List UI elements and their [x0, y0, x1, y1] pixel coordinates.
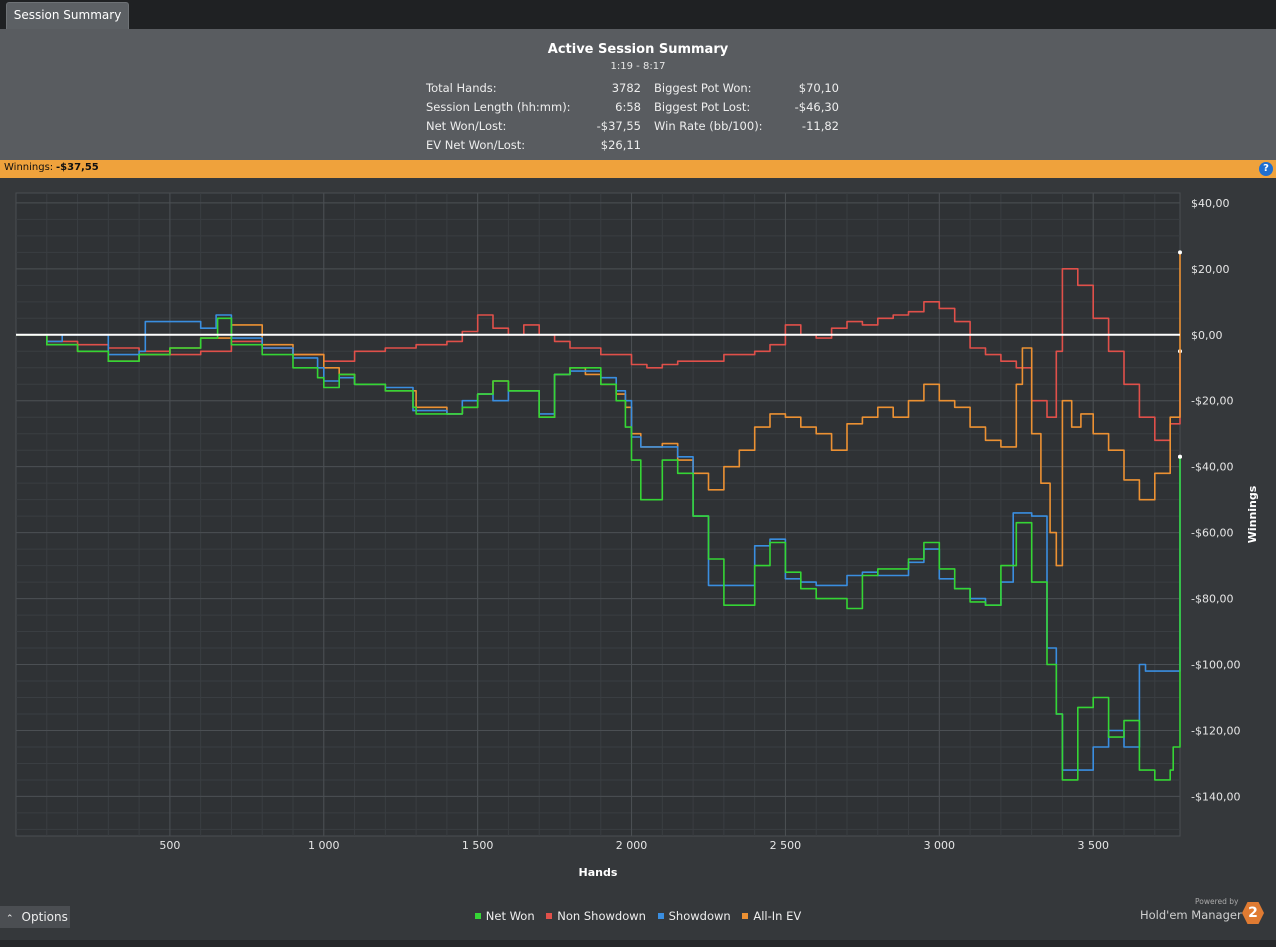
- x-tick-label: 1 000: [308, 839, 340, 852]
- legend-item-all-in-ev[interactable]: All-In EV: [742, 909, 801, 923]
- stat-value-win-rate: -11,82: [801, 119, 839, 133]
- legend-label-all-in-ev: All-In EV: [753, 909, 802, 923]
- options-label: Options: [21, 910, 68, 924]
- series-line-showdown: [16, 314, 1181, 771]
- legend-swatch-all-in-ev: [742, 912, 749, 919]
- x-tick-label: 500: [159, 839, 180, 852]
- bottom-strip: [0, 940, 1276, 947]
- summary-time-range: 1:19 - 8:17: [610, 61, 666, 72]
- stat-value-biggest-pot-lost: -$46,30: [794, 100, 839, 114]
- y-tick-label: -$140,00: [1191, 790, 1240, 803]
- series-line-net-won: [16, 317, 1181, 781]
- y-tick-label: $0,00: [1191, 329, 1223, 342]
- chevron-up-icon: ⌃: [6, 914, 14, 924]
- winnings-chart: 500 1 000 1 500 2 000 2 500 3 000 3 500 $40,00 $…: [0, 178, 1276, 900]
- legend-label-non-showdown: Non Showdown: [557, 909, 646, 923]
- y-tick-label: -$80,00: [1191, 593, 1233, 606]
- winnings-label: Winnings:: [4, 162, 54, 173]
- stat-value-biggest-pot-won: $70,10: [798, 81, 839, 95]
- stat-label-ev-net-won-lost: EV Net Won/Lost:: [426, 138, 526, 152]
- tab-bar: Session Summary: [0, 0, 1276, 29]
- holdem-manager-logo-icon: 2: [1242, 902, 1264, 924]
- y-tick-label: -$20,00: [1191, 395, 1233, 408]
- stat-label-biggest-pot-won: Biggest Pot Won:: [654, 81, 752, 95]
- stat-label-session-length: Session Length (hh:mm):: [426, 100, 571, 114]
- stat-value-ev-net-won-lost: $26,11: [600, 138, 641, 152]
- options-button[interactable]: ⌃ Options: [0, 906, 70, 928]
- legend-item-net-won[interactable]: Net Won: [474, 909, 535, 923]
- legend-item-non-showdown[interactable]: Non Showdown: [546, 909, 646, 923]
- chart-legend: Net Won Non Showdown Showdown All-In EV: [0, 909, 1276, 923]
- brand-name: Hold'em Manager: [1140, 908, 1242, 922]
- x-tick-label: 1 500: [462, 839, 494, 852]
- winnings-bar: Winnings: -$37,55 ?: [0, 160, 1276, 178]
- help-icon[interactable]: ?: [1259, 162, 1273, 176]
- x-tick-label: 3 000: [924, 839, 956, 852]
- legend-item-showdown[interactable]: Showdown: [657, 909, 731, 923]
- y-tick-label: -$100,00: [1191, 659, 1240, 672]
- y-tick-label: $20,00: [1191, 263, 1230, 276]
- stat-value-total-hands: 3782: [611, 81, 641, 95]
- bottom-bar: ⌃ Options Net Won Non Showdown Showdown A…: [0, 897, 1276, 947]
- y-tick-label: -$60,00: [1191, 527, 1233, 540]
- session-summary-panel: Active Session Summary 1:19 - 8:17 Total…: [0, 29, 1276, 160]
- y-tick-label: -$120,00: [1191, 724, 1240, 737]
- legend-swatch-showdown: [657, 912, 664, 919]
- legend-swatch-net-won: [474, 912, 481, 919]
- y-tick-label: $40,00: [1191, 197, 1230, 210]
- stat-label-total-hands: Total Hands:: [426, 81, 497, 95]
- plot-area: [15, 192, 1181, 837]
- stat-label-win-rate: Win Rate (bb/100):: [654, 119, 763, 133]
- series-end-dot: [1178, 250, 1182, 255]
- legend-swatch-non-showdown: [546, 912, 553, 919]
- x-tick-label: 3 500: [1077, 839, 1109, 852]
- stat-value-session-length: 6:58: [615, 100, 641, 114]
- x-tick-label: 2 500: [770, 839, 802, 852]
- tab-session-summary[interactable]: Session Summary: [6, 2, 129, 29]
- y-axis-label: Winnings: [1246, 485, 1259, 543]
- stat-label-biggest-pot-lost: Biggest Pot Lost:: [654, 100, 751, 114]
- winnings-value: -$37,55: [56, 162, 99, 173]
- powered-by-text: Powered by: [1195, 897, 1239, 906]
- x-tick-label: 2 000: [616, 839, 648, 852]
- stat-label-net-won-lost: Net Won/Lost:: [426, 119, 507, 133]
- stat-value-net-won-lost: -$37,55: [596, 119, 641, 133]
- summary-title: Active Session Summary: [547, 42, 729, 57]
- y-tick-label: -$40,00: [1191, 461, 1233, 474]
- legend-label-showdown: Showdown: [668, 909, 731, 923]
- legend-label-net-won: Net Won: [485, 909, 535, 923]
- chart-svg: 500 1 000 1 500 2 000 2 500 3 000 3 500 $40,00 $…: [15, 192, 1259, 879]
- series-end-dot: [1178, 454, 1182, 459]
- x-axis-label: Hands: [579, 866, 618, 879]
